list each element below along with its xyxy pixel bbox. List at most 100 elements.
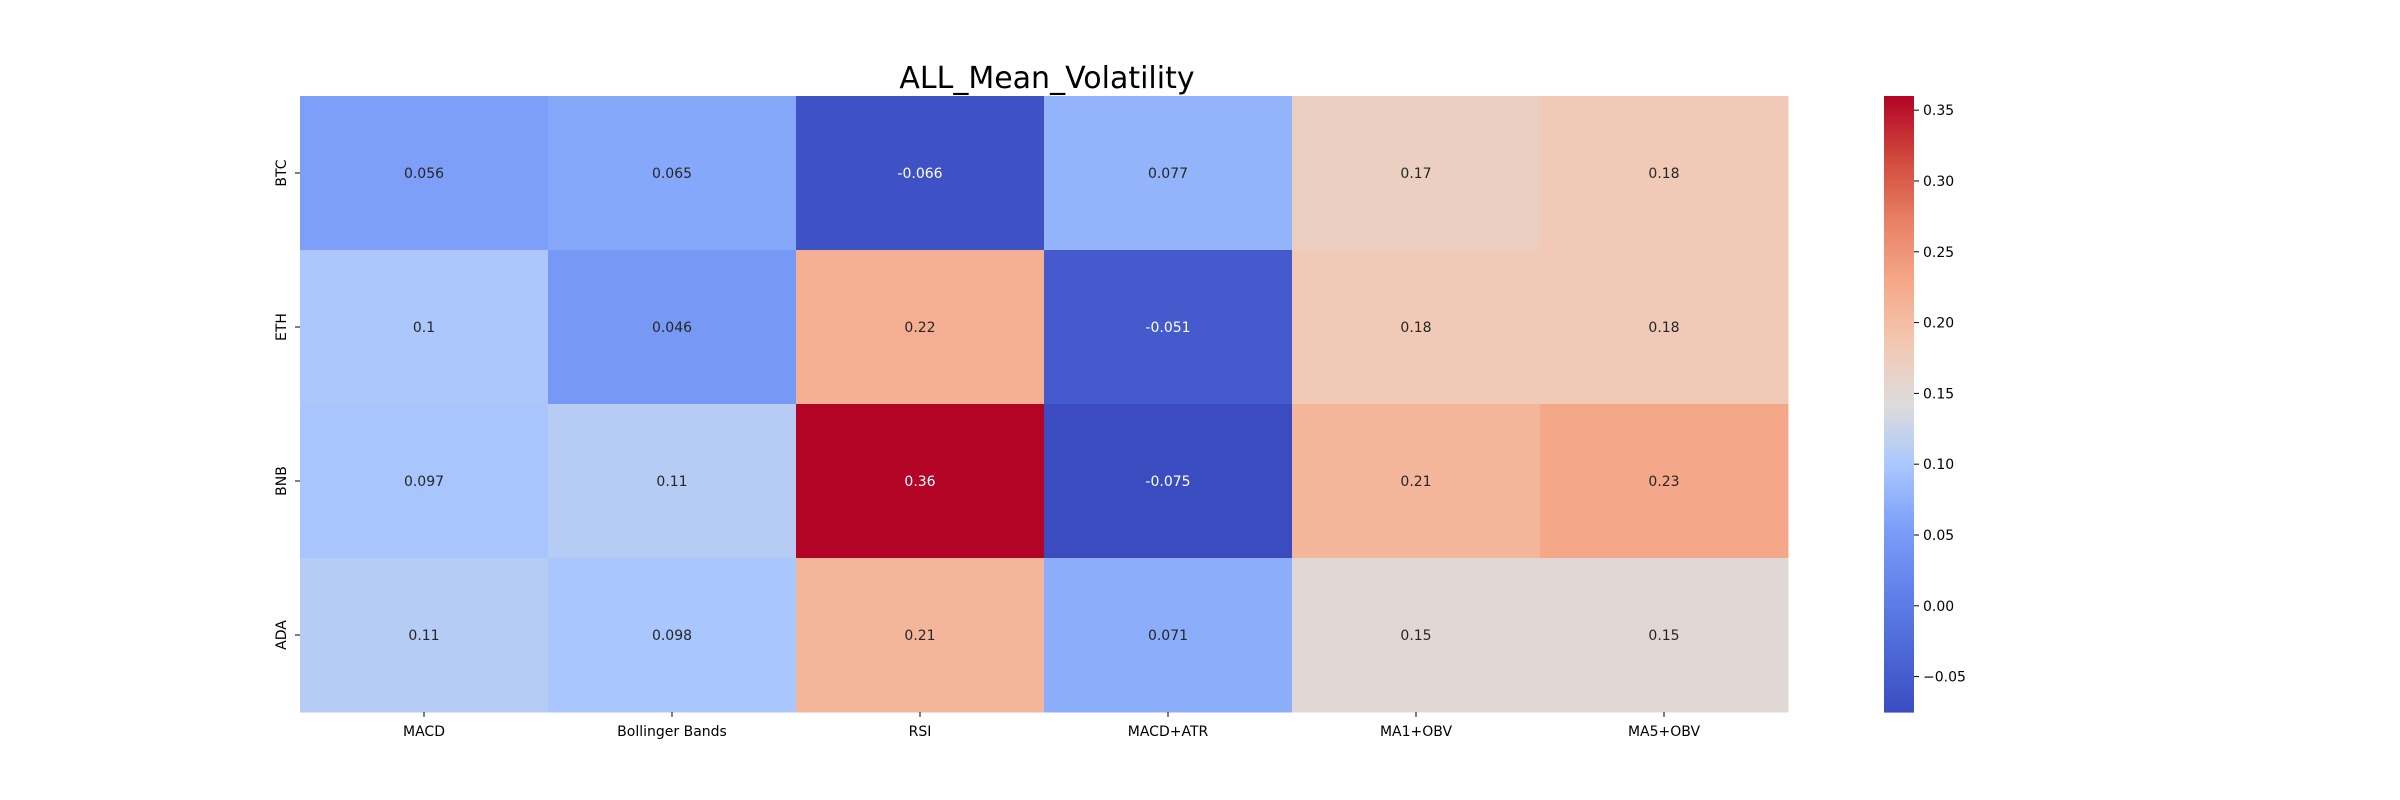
colorbar-segment	[1884, 163, 1914, 168]
colorbar-tick-label: −0.05	[1923, 670, 1966, 686]
cell-value-label: 0.36	[904, 474, 935, 490]
colorbar-segment	[1884, 132, 1914, 137]
colorbar-segment	[1884, 582, 1914, 587]
cell-value-label: 0.097	[404, 474, 444, 490]
colorbar-segment	[1884, 450, 1914, 454]
colorbar-segment	[1884, 444, 1914, 448]
colorbar-segment	[1884, 434, 1914, 439]
colorbar-segment	[1884, 474, 1914, 479]
x-tick-label: MACD	[403, 724, 445, 740]
colorbar-segment	[1884, 601, 1914, 605]
colorbar-segment	[1884, 302, 1914, 307]
y-tick-label: ADA	[274, 620, 290, 650]
colorbar-segment	[1884, 203, 1914, 208]
colorbar-segment	[1884, 114, 1914, 119]
colorbar-segment	[1884, 139, 1914, 143]
colorbar-segment	[1884, 447, 1914, 451]
colorbar-segment	[1884, 681, 1914, 685]
colorbar-segment	[1884, 188, 1914, 193]
colorbar-segment	[1884, 490, 1914, 494]
colorbar-segment	[1884, 675, 1914, 679]
colorbar-segment	[1884, 123, 1914, 128]
cell-value-label: 0.22	[904, 320, 935, 336]
colorbar-segment	[1884, 487, 1914, 491]
colorbar: −0.05 0.00 0.05 0.10 0.15 0.20 0.25 0.30 0.35	[1884, 96, 1966, 713]
cell-value-label: 0.18	[1648, 166, 1679, 182]
colorbar-segment	[1884, 126, 1914, 131]
colorbar-segment	[1884, 542, 1914, 547]
colorbar-segment	[1884, 511, 1914, 516]
heatmap-cell	[548, 96, 797, 251]
colorbar-segment	[1884, 206, 1914, 211]
colorbar-segment	[1884, 351, 1914, 356]
colorbar-segment	[1884, 431, 1914, 436]
chart-title: ALL_Mean_Volatility	[899, 61, 1194, 96]
colorbar-segment	[1884, 370, 1914, 374]
colorbar-segment	[1884, 234, 1914, 239]
colorbar-segment	[1884, 545, 1914, 550]
colorbar-segment	[1884, 280, 1914, 285]
colorbar-segment	[1884, 283, 1914, 288]
heatmap-cell	[548, 558, 797, 713]
colorbar-segment	[1884, 699, 1914, 704]
cell-value-label: 0.23	[1648, 474, 1679, 490]
colorbar-segment	[1884, 219, 1914, 223]
colorbar-segment	[1884, 579, 1914, 584]
heatmap-cell	[1540, 250, 1789, 405]
colorbar-segment	[1884, 628, 1914, 633]
colorbar-segment	[1884, 253, 1914, 257]
colorbar-segment	[1884, 567, 1914, 571]
colorbar-segment	[1884, 558, 1914, 562]
colorbar-segment	[1884, 194, 1914, 199]
heatmap-cell	[1044, 96, 1293, 251]
colorbar-segment	[1884, 684, 1914, 688]
heatmap-cell	[300, 404, 549, 559]
colorbar-segment	[1884, 305, 1914, 310]
colorbar-segment	[1884, 678, 1914, 682]
colorbar-segment	[1884, 662, 1914, 667]
colorbar-segment	[1884, 222, 1914, 226]
colorbar-segment	[1884, 665, 1914, 670]
heatmap-cell	[1540, 96, 1789, 251]
colorbar-segment	[1884, 231, 1914, 236]
colorbar-segment	[1884, 481, 1914, 485]
colorbar-segment	[1884, 323, 1914, 328]
heatmap-cell	[796, 96, 1045, 251]
colorbar-segment	[1884, 647, 1914, 651]
colorbar-segment	[1884, 671, 1914, 676]
colorbar-segment	[1884, 228, 1914, 233]
colorbar-segment	[1884, 108, 1914, 112]
cell-value-label: 0.18	[1400, 320, 1431, 336]
colorbar-segment	[1884, 173, 1914, 177]
heatmap-cell	[796, 404, 1045, 559]
cell-value-label: 0.1	[413, 320, 435, 336]
colorbar-segment	[1884, 493, 1914, 497]
colorbar-segment	[1884, 256, 1914, 260]
colorbar-segment	[1884, 182, 1914, 186]
colorbar-segment	[1884, 573, 1914, 578]
colorbar-segment	[1884, 142, 1914, 146]
colorbar-segment	[1884, 561, 1914, 565]
colorbar-segment	[1884, 613, 1914, 618]
colorbar-segment	[1884, 499, 1914, 504]
colorbar-segment	[1884, 407, 1914, 411]
colorbar-segment	[1884, 437, 1914, 442]
cell-value-label: 0.077	[1148, 166, 1188, 182]
colorbar-segment	[1884, 635, 1914, 639]
colorbar-segment	[1884, 388, 1914, 393]
heatmap-cell	[1044, 250, 1293, 405]
colorbar-segment	[1884, 625, 1914, 630]
colorbar-segment	[1884, 585, 1914, 590]
colorbar-segment	[1884, 604, 1914, 608]
colorbar-segment	[1884, 533, 1914, 538]
colorbar-segment	[1884, 250, 1914, 254]
colorbar-segment	[1884, 320, 1914, 325]
colorbar-segment	[1884, 120, 1914, 125]
heatmap-cell	[1292, 404, 1541, 559]
colorbar-segment	[1884, 659, 1914, 664]
colorbar-segment	[1884, 517, 1914, 522]
heatmap-cells: 0.056 0.065 -0.066 0.077 0.17 0.18 0.1 0.046 0.2…	[300, 96, 1789, 713]
cell-value-label: -0.066	[897, 166, 942, 182]
colorbar-segment	[1884, 145, 1914, 149]
heatmap-cell	[300, 558, 549, 713]
